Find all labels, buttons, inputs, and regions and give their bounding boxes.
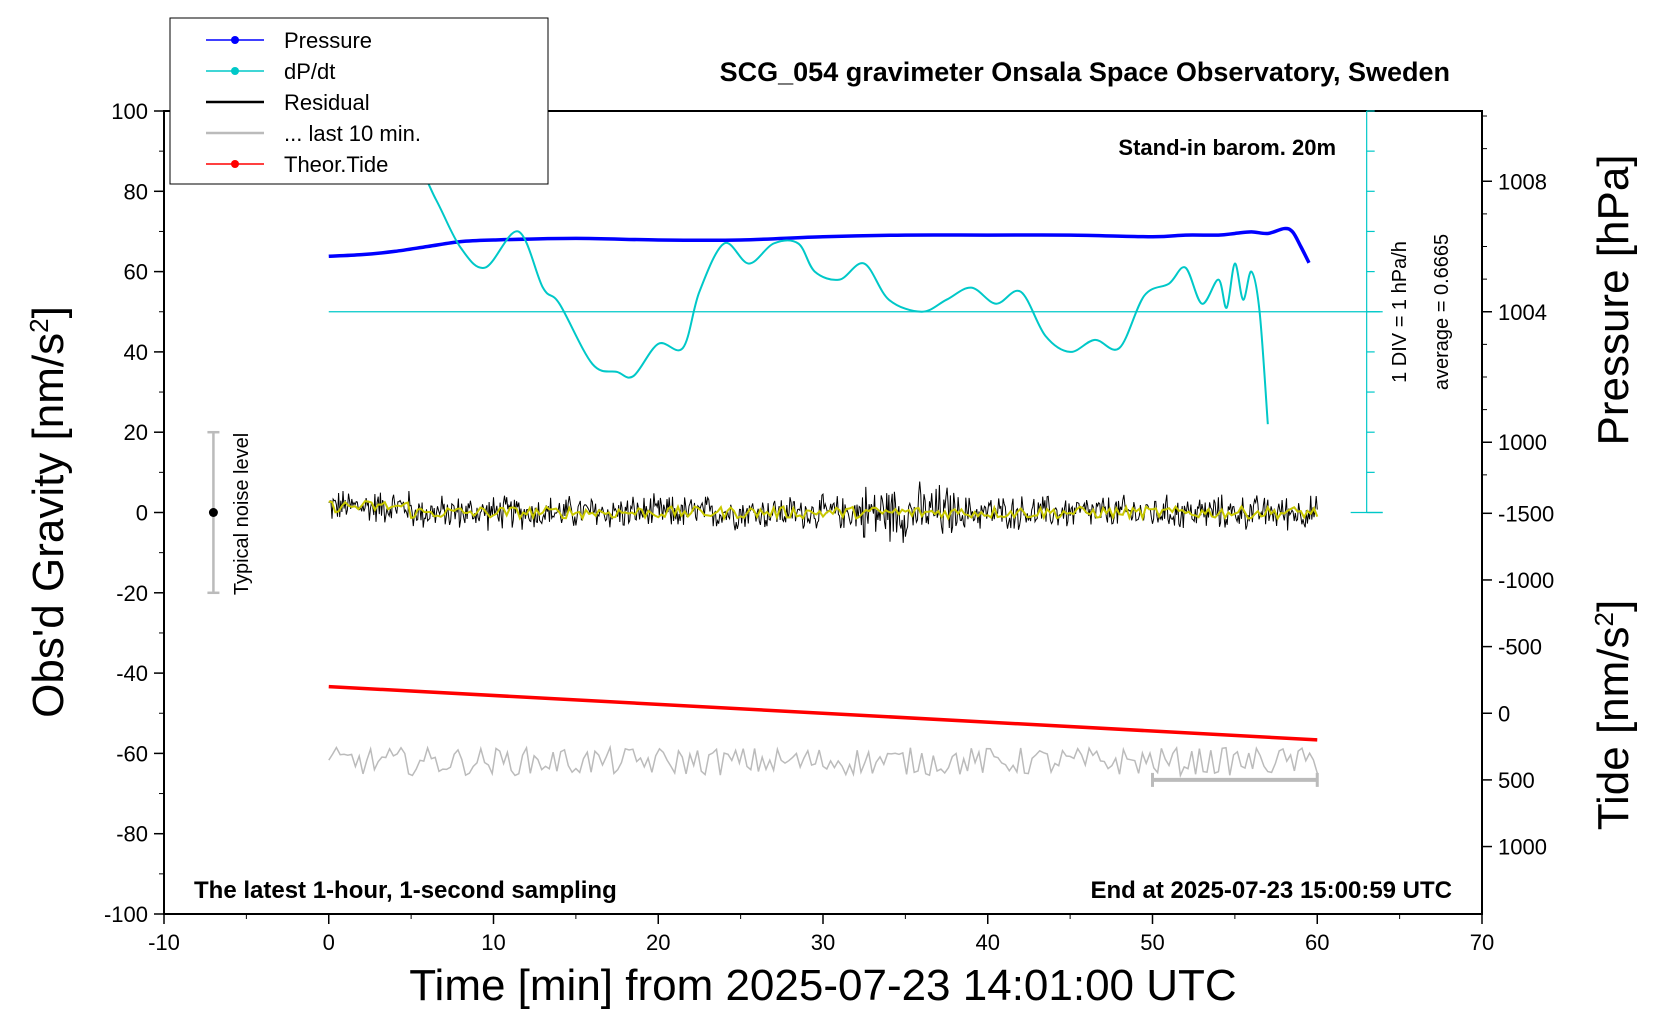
legend-tide-label: Theor.Tide bbox=[284, 152, 388, 177]
pressure-tick-label: 1004 bbox=[1498, 300, 1547, 325]
tide-tick-label: -500 bbox=[1498, 635, 1542, 660]
legend-dpdt-marker bbox=[231, 67, 239, 75]
y-axis-label-left: Obs'd Gravity [nm/s2] bbox=[24, 306, 73, 718]
y-axis-label-left-close: ] bbox=[24, 306, 73, 318]
y-axis-label-left-text: Obs'd Gravity [nm/s bbox=[24, 333, 73, 718]
x-tick-label: 40 bbox=[976, 930, 1000, 955]
pressure-tick-label: 1000 bbox=[1498, 430, 1547, 455]
end-at-annotation: End at 2025-07-23 15:00:59 UTC bbox=[1091, 877, 1453, 904]
y-tick-label: 80 bbox=[124, 179, 148, 204]
div-label: 1 DIV = 1 hPa/h bbox=[1389, 241, 1411, 383]
pressure-tick-label: 1008 bbox=[1498, 169, 1547, 194]
tide-tick-label: -1000 bbox=[1498, 568, 1554, 593]
y-axis-label-pressure: Pressure [hPa] bbox=[1589, 154, 1638, 445]
tide-line bbox=[328, 684, 1318, 742]
y-tick-label: -100 bbox=[104, 902, 148, 927]
average-label: average = 0.6665 bbox=[1431, 234, 1453, 390]
y-axis-label-tide-close: ] bbox=[1589, 600, 1638, 612]
noise-bar-center bbox=[208, 508, 218, 517]
y-tick-label: 40 bbox=[124, 340, 148, 365]
y-tick-label: -20 bbox=[116, 581, 148, 606]
x-tick-label: 0 bbox=[323, 930, 335, 955]
legend-last10-label: ... last 10 min. bbox=[284, 121, 421, 146]
y-tick-label: 0 bbox=[136, 501, 148, 526]
y-tick-label: 100 bbox=[111, 99, 148, 124]
y-tick-label: -80 bbox=[116, 822, 148, 847]
tide-tick-label: 500 bbox=[1498, 768, 1535, 793]
x-tick-label: -10 bbox=[148, 930, 180, 955]
x-tick-label: 20 bbox=[646, 930, 670, 955]
y-axis-label-left-sup: 2 bbox=[24, 318, 54, 332]
y-axis-label-tide: Tide [nm/s2] bbox=[1589, 600, 1638, 830]
y-tick-label: 20 bbox=[124, 420, 148, 445]
stand-in-annotation: Stand-in barom. 20m bbox=[1118, 135, 1336, 160]
tide-tick-label: -1500 bbox=[1498, 501, 1554, 526]
residual-smoothed-line bbox=[328, 500, 1319, 522]
y-tick-label: 60 bbox=[124, 260, 148, 285]
x-tick-label: 10 bbox=[481, 930, 505, 955]
legend-pressure-marker bbox=[231, 36, 239, 44]
pressure-line bbox=[328, 226, 1311, 264]
legend-pressure-label: Pressure bbox=[284, 28, 372, 53]
chart-title: SCG_054 gravimeter Onsala Space Observat… bbox=[720, 57, 1450, 87]
y-tick-label: -60 bbox=[116, 741, 148, 766]
residual-line bbox=[328, 481, 1318, 543]
x-tick-label: 60 bbox=[1305, 930, 1329, 955]
x-tick-label: 30 bbox=[811, 930, 835, 955]
y-tick-label: -40 bbox=[116, 661, 148, 686]
latest-annotation: The latest 1-hour, 1-second sampling bbox=[194, 877, 617, 904]
noise-level-label: Typical noise level bbox=[231, 433, 253, 595]
tide-tick-label: 0 bbox=[1498, 701, 1510, 726]
axes-layer: -10 0 10 20 30 40 50 60 70100806040200-20-40-60-… bbox=[104, 99, 1554, 955]
x-tick-label: 70 bbox=[1470, 930, 1494, 955]
legend-tide-marker bbox=[231, 160, 239, 168]
legend: Pressure dP/dt Residual ... last 10 min.… bbox=[169, 17, 549, 185]
y-axis-label-tide-text: Tide [nm/s bbox=[1589, 626, 1638, 830]
y-axis-label-tide-sup: 2 bbox=[1589, 612, 1619, 626]
x-tick-label: 50 bbox=[1140, 930, 1164, 955]
series-layer bbox=[207, 110, 1383, 787]
dpdt-line bbox=[377, 138, 1269, 425]
last10-line bbox=[328, 744, 1319, 779]
x-axis-label: Time [min] from 2025-07-23 14:01:00 UTC bbox=[409, 961, 1236, 1010]
legend-residual-label: Residual bbox=[284, 90, 370, 115]
legend-dpdt-label: dP/dt bbox=[284, 59, 335, 84]
tide-tick-label: 1000 bbox=[1498, 835, 1547, 860]
